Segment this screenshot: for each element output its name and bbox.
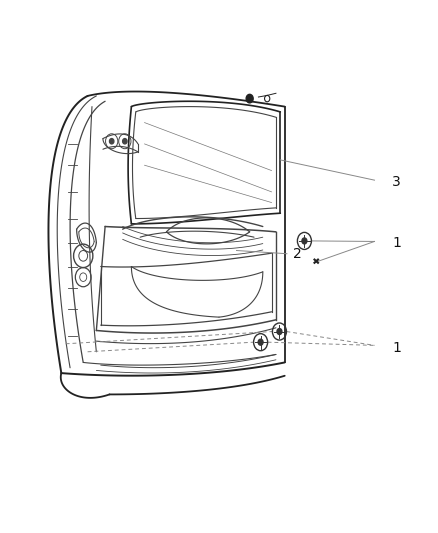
- Circle shape: [246, 94, 253, 103]
- Circle shape: [110, 139, 114, 144]
- Circle shape: [302, 238, 307, 244]
- Text: 1: 1: [392, 341, 401, 354]
- Text: 3: 3: [392, 175, 401, 189]
- Circle shape: [277, 328, 282, 335]
- Circle shape: [123, 139, 127, 144]
- Text: 2: 2: [293, 247, 302, 261]
- Circle shape: [258, 339, 263, 345]
- Text: 1: 1: [392, 236, 401, 249]
